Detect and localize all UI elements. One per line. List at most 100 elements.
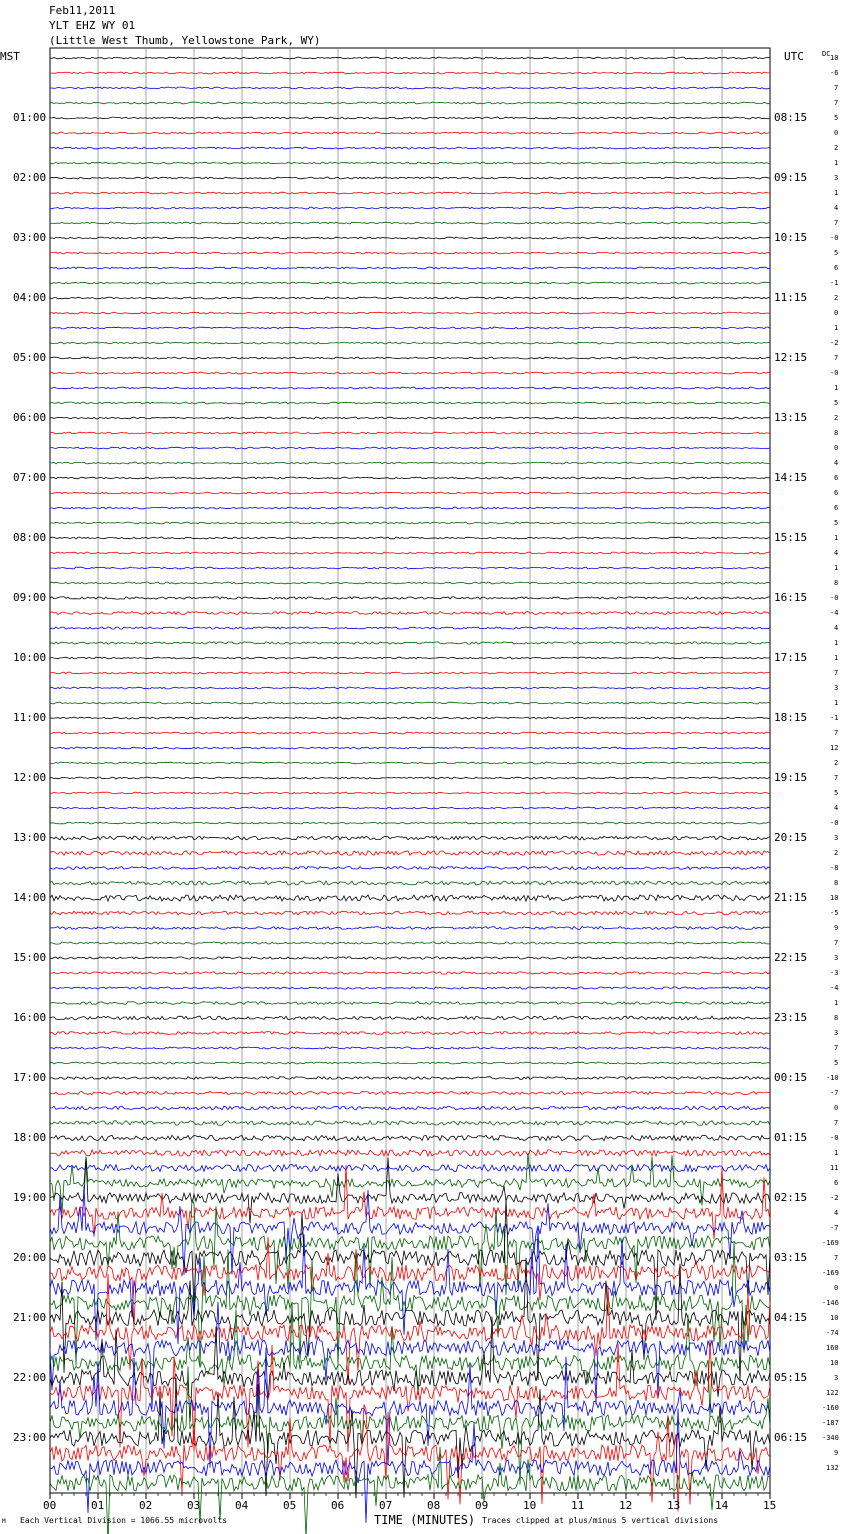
seismic-trace	[49, 850, 771, 856]
x-tick-label: 01	[91, 1499, 105, 1512]
dc-offset-label: -74	[826, 1329, 839, 1337]
x-tick-label: 04	[235, 1499, 249, 1512]
seismic-trace	[49, 1105, 771, 1111]
dc-offset-label: -187	[822, 1419, 839, 1427]
seismic-trace	[49, 1031, 771, 1036]
seismic-trace	[49, 1446, 771, 1534]
left-hour-label: 09:00	[13, 591, 47, 604]
left-hour-label: 04:00	[13, 291, 47, 304]
dc-offset-label: -2	[830, 1194, 839, 1202]
dc-offset-label: -1	[830, 279, 839, 287]
dc-offset-label: 4	[834, 1209, 839, 1217]
dc-offset-label: 0	[834, 1284, 839, 1292]
seismic-trace	[49, 1120, 771, 1126]
x-tick-label: 09	[475, 1499, 489, 1512]
dc-offset-label: 1	[834, 699, 839, 707]
dc-offset-label: -1	[830, 714, 839, 722]
x-tick-label: 14	[715, 1499, 729, 1512]
dc-offset-label: 1	[834, 534, 839, 542]
seismic-trace	[49, 1046, 771, 1050]
dc-offset-label: 7	[834, 1119, 839, 1127]
seismic-trace	[49, 566, 771, 570]
right-hour-label: 08:15	[774, 111, 808, 124]
dc-offset-label: 4	[834, 549, 839, 557]
right-hour-label: 14:15	[774, 471, 808, 484]
seismic-trace	[49, 1076, 771, 1080]
dc-offset-label: 2	[834, 849, 839, 857]
dc-offset-label: 3	[834, 954, 839, 962]
seismic-trace	[49, 401, 771, 405]
seismic-trace	[49, 581, 771, 585]
x-tick-label: 03	[187, 1499, 201, 1512]
right-hour-label: 05:15	[774, 1371, 808, 1384]
seismic-trace	[49, 251, 771, 255]
seismic-trace	[49, 71, 771, 75]
dc-offset-label: 7	[834, 219, 839, 227]
dc-offset-label: 5	[834, 789, 839, 797]
dc-offset-label: 122	[826, 1389, 839, 1397]
seismic-trace	[49, 1242, 771, 1366]
seismic-trace	[49, 296, 771, 300]
left-hour-label: 10:00	[13, 651, 47, 664]
left-timezone-label: MST	[0, 50, 20, 63]
seismic-trace	[49, 626, 771, 630]
dc-offset-label: -10	[826, 1074, 839, 1082]
dc-offset-label: -0	[830, 594, 839, 602]
left-hour-label: 15:00	[13, 951, 47, 964]
dc-offset-label: -146	[822, 1299, 839, 1307]
dc-offset-label: -5	[830, 909, 839, 917]
dc-offset-label: 0	[834, 309, 839, 317]
seismic-trace	[49, 101, 771, 105]
dc-offset-label: 1	[834, 159, 839, 167]
left-hour-label: 21:00	[13, 1311, 47, 1324]
seismic-trace	[49, 821, 771, 825]
seismic-trace	[49, 835, 771, 841]
dc-offset-label: 7	[834, 99, 839, 107]
seismic-trace	[49, 161, 771, 165]
dc-offset-label: 5	[834, 114, 839, 122]
seismic-trace	[49, 1198, 771, 1321]
dc-offset-label: 10	[830, 894, 839, 902]
dc-offset-label: 7	[834, 729, 839, 737]
seismic-trace	[49, 461, 771, 465]
seismic-trace	[49, 371, 771, 375]
seismic-trace	[49, 116, 771, 120]
seismic-trace	[49, 1090, 771, 1096]
right-hour-label: 01:15	[774, 1131, 808, 1144]
seismic-trace	[49, 281, 771, 285]
dc-offset-label: 6	[834, 474, 839, 482]
seismic-trace	[49, 865, 771, 870]
seismic-trace	[49, 1186, 771, 1275]
seismic-trace	[49, 1163, 771, 1173]
dc-offset-label: 3	[834, 1029, 839, 1037]
right-hour-label: 17:15	[774, 651, 808, 664]
dc-offset-label: 8	[834, 879, 839, 887]
seismic-trace	[49, 131, 771, 135]
dc-offset-label: 8	[834, 579, 839, 587]
left-hour-label: 23:00	[13, 1431, 47, 1444]
seismic-trace	[49, 236, 771, 240]
seismic-trace	[49, 701, 771, 705]
dc-offset-label: 5	[834, 519, 839, 527]
right-hour-label: 20:15	[774, 831, 808, 844]
seismic-trace	[49, 761, 771, 765]
right-hour-label: 04:15	[774, 1311, 808, 1324]
seismic-trace	[49, 596, 771, 600]
dc-offset-label: 8	[834, 429, 839, 437]
left-hour-label: 03:00	[13, 231, 47, 244]
seismic-trace	[49, 1347, 771, 1468]
dc-offset-label: 6	[834, 504, 839, 512]
left-hour-label: 18:00	[13, 1131, 47, 1144]
seismic-trace	[49, 266, 771, 270]
dc-offset-label: -0	[830, 1134, 839, 1142]
seismic-trace	[49, 746, 771, 750]
dc-offset-label: 1	[834, 189, 839, 197]
seismic-trace	[49, 341, 771, 345]
dc-offset-label: 3	[834, 1374, 839, 1382]
seismic-trace	[49, 1316, 771, 1423]
right-hour-label: 21:15	[774, 891, 808, 904]
x-tick-label: 02	[139, 1499, 153, 1512]
right-hour-label: 18:15	[774, 711, 808, 724]
right-hour-label: 11:15	[774, 291, 808, 304]
left-hour-label: 01:00	[13, 111, 47, 124]
